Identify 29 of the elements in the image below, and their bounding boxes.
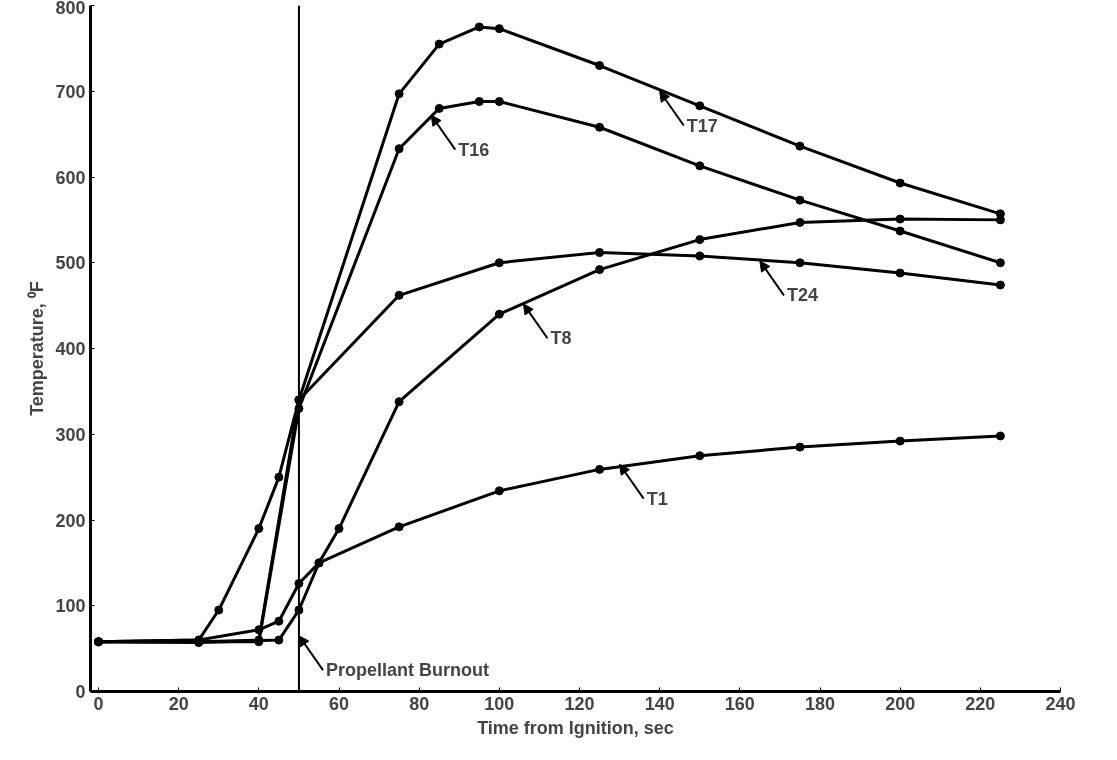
annotation: T16 (458, 139, 490, 160)
x-tick-label: 80 (409, 693, 430, 714)
x-tick-label: 60 (329, 693, 350, 714)
annotation: Propellant Burnout (325, 660, 489, 681)
annotation: T1 (646, 488, 668, 509)
x-tick-label: 0 (93, 693, 104, 714)
y-tick-label: 300 (55, 424, 86, 445)
annotation: T17 (686, 115, 718, 136)
x-tick-label: 200 (885, 693, 916, 714)
x-tick-label: 120 (564, 693, 595, 714)
y-tick-label: 700 (55, 81, 86, 102)
x-tick-label: 40 (248, 693, 269, 714)
x-tick-label: 20 (168, 693, 189, 714)
x-tick-label: 140 (644, 693, 675, 714)
annotation: T8 (550, 328, 572, 349)
y-tick-label: 500 (55, 253, 86, 274)
y-tick-label: 100 (55, 596, 86, 617)
y-axis-title: Temperature, ⁰F (27, 281, 48, 416)
y-tick-label: 400 (55, 339, 86, 359)
x-tick-label: 160 (724, 693, 755, 714)
annotation: T24 (786, 285, 818, 306)
y-tick-label: 200 (55, 510, 86, 531)
x-tick-label: 180 (804, 693, 836, 714)
x-axis-title: Time from Ignition, sec (477, 717, 674, 738)
x-tick-label: 100 (484, 693, 515, 714)
y-tick-label: 800 (55, 0, 86, 18)
x-tick-label: 220 (965, 693, 996, 714)
y-tick-label: 600 (55, 167, 86, 188)
x-tick-label: 240 (1045, 693, 1076, 714)
